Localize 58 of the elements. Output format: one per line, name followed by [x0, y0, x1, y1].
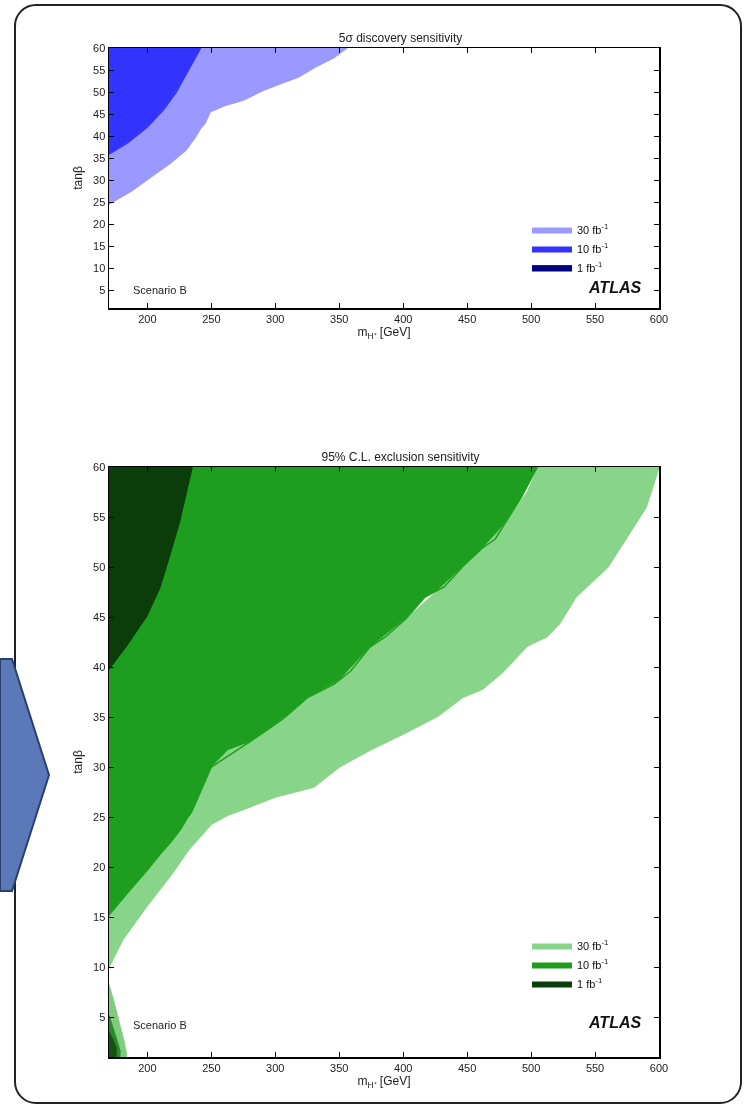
x-tick-label: 500 [521, 312, 541, 325]
y-tick-label: 20 [93, 860, 106, 873]
x-tick-label: 250 [202, 1061, 221, 1074]
legend-label: 30 fb$^{-1}$ [577, 938, 609, 952]
x-tick-label: 300 [266, 312, 285, 325]
x-tick-label: 450 [457, 312, 477, 325]
y-tick-label: 20 [93, 218, 106, 231]
x-tick-label: 400 [394, 1061, 413, 1074]
y-tick-label: 35 [93, 152, 106, 165]
x-axis-title: m$_{H⁺}$ [GeV] [357, 325, 411, 341]
y-tick-label: 15 [93, 240, 106, 253]
y-tick-label: 40 [93, 129, 106, 142]
x-tick-label: 350 [330, 1061, 349, 1074]
y-tick-label: 55 [93, 510, 106, 523]
x-tick-label: 300 [266, 1061, 285, 1074]
annotation: ATLAS [588, 279, 642, 296]
x-tick-label: 200 [138, 1061, 157, 1074]
y-axis-title: tanβ [70, 166, 85, 190]
y-tick-label: 30 [93, 174, 106, 187]
legend-label: 30 fb$^{-1}$ [577, 222, 609, 236]
x-tick-label: 500 [521, 1061, 541, 1074]
x-tick-label: 250 [202, 312, 221, 325]
x-tick-label: 200 [138, 312, 157, 325]
legend-label: 10 fb$^{-1}$ [577, 241, 609, 255]
chart-title: 5σ discovery sensitivity [338, 31, 463, 45]
y-tick-label: 35 [93, 710, 106, 723]
x-tick-label: 450 [457, 1061, 477, 1074]
y-tick-label: 55 [93, 63, 106, 76]
y-tick-label: 25 [93, 810, 106, 823]
legend-label: 1 fb$^{-1}$ [577, 976, 603, 990]
x-tick-label: 550 [585, 312, 605, 325]
y-tick-label: 5 [99, 1010, 106, 1023]
y-tick-label: 40 [93, 660, 106, 673]
y-axis-title: tanβ [70, 750, 85, 774]
legend-label: 1 fb$^{-1}$ [577, 260, 603, 274]
y-tick-label: 50 [93, 85, 106, 98]
y-tick-label: 15 [93, 910, 106, 923]
x-tick-label: 550 [585, 1061, 605, 1074]
x-tick-label: 350 [330, 312, 349, 325]
y-tick-label: 30 [93, 760, 106, 773]
y-tick-label: 10 [93, 262, 106, 275]
y-tick-label: 25 [93, 196, 106, 209]
x-tick-label: 600 [649, 1061, 669, 1074]
y-tick-label: 10 [93, 960, 106, 973]
y-tick-label: 45 [93, 610, 106, 623]
y-tick-label: 60 [93, 460, 106, 473]
x-tick-label: 400 [394, 312, 413, 325]
x-tick-label: 600 [649, 312, 669, 325]
y-tick-label: 60 [93, 41, 106, 54]
annotation: Scenario B [133, 284, 187, 296]
x-axis-title: m$_{H⁺}$ [GeV] [357, 1074, 411, 1090]
annotation: Scenario B [133, 1019, 187, 1031]
legend-label: 10 fb$^{-1}$ [577, 957, 609, 971]
chart-title: 95% C.L. exclusion sensitivity [321, 450, 480, 464]
y-tick-label: 5 [99, 284, 106, 297]
y-tick-label: 50 [93, 560, 106, 573]
annotation: ATLAS [588, 1014, 642, 1031]
y-tick-label: 45 [93, 107, 106, 120]
